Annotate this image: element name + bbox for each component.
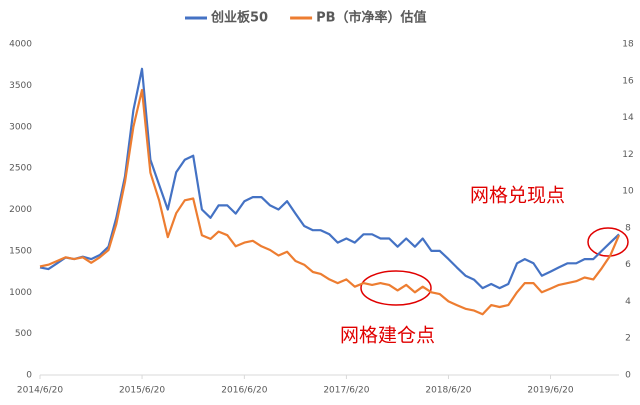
y2-tick-label: 16 xyxy=(622,76,634,86)
legend-label: 创业板50 xyxy=(210,10,268,26)
annotation: 网格兑现点 xyxy=(470,185,565,207)
y-tick-label: 1000 xyxy=(9,288,32,298)
legend-label: PB（市净率）估值 xyxy=(316,10,426,26)
y-tick-label: 3000 xyxy=(9,122,32,132)
y2-tick-label: 18 xyxy=(622,40,634,50)
x-tick-label: 2019/6/20 xyxy=(527,386,573,396)
y2-tick-label: 4 xyxy=(625,297,631,307)
y-tick-label: 3500 xyxy=(9,81,32,91)
y2-tick-label: 12 xyxy=(622,150,633,160)
y2-tick-label: 8 xyxy=(625,223,631,233)
highlight-ellipse xyxy=(360,270,432,306)
y-tick-label: 500 xyxy=(15,329,32,339)
y2-tick-label: 14 xyxy=(622,113,634,123)
y-tick-label: 0 xyxy=(26,371,32,381)
highlight-ellipse xyxy=(587,227,629,257)
x-tick-label: 2018/6/20 xyxy=(425,386,471,396)
y2-tick-label: 2 xyxy=(625,334,631,344)
x-tick-label: 2017/6/20 xyxy=(323,386,369,396)
y-tick-label: 1500 xyxy=(9,246,32,256)
y-tick-label: 2500 xyxy=(9,164,32,174)
y-tick-label: 2000 xyxy=(9,205,32,215)
x-tick-label: 2016/6/20 xyxy=(221,386,267,396)
line-series xyxy=(39,88,621,316)
y2-tick-label: 0 xyxy=(625,371,631,381)
y2-tick-label: 6 xyxy=(625,260,631,270)
line-series xyxy=(39,67,620,290)
y2-tick-label: 10 xyxy=(622,187,634,197)
x-tick-label: 2015/6/20 xyxy=(119,386,165,396)
x-tick-label: 2014/6/20 xyxy=(17,386,63,396)
annotation: 网格建仓点 xyxy=(340,325,435,347)
y-tick-label: 4000 xyxy=(9,40,32,50)
